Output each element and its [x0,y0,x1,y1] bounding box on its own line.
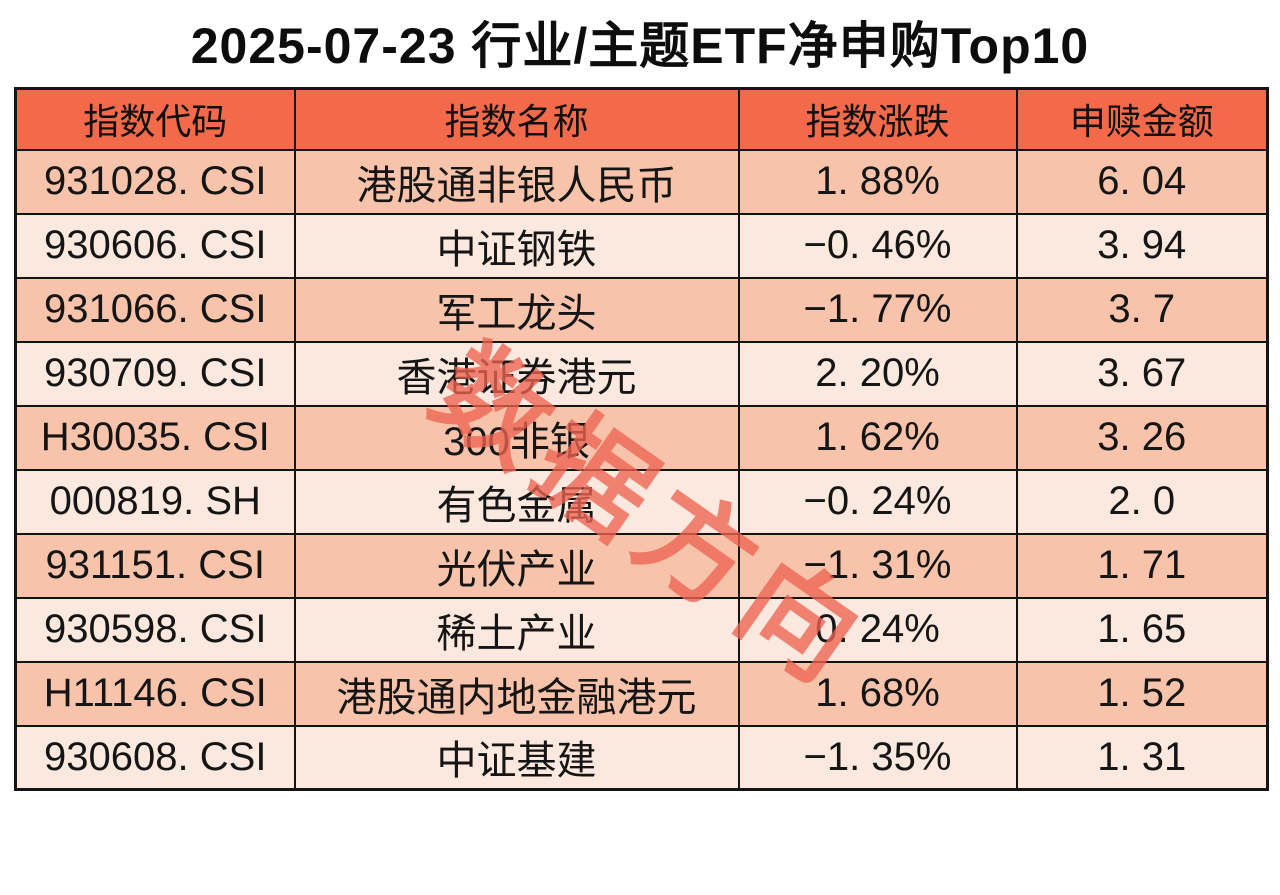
cell-index-change: −0. 24% [737,468,1018,535]
cell-amount: 1. 65 [1015,596,1269,663]
cell-amount: 1. 71 [1015,532,1269,599]
table-row: 931151. CSI 光伏产业 −1. 31% 1. 71 [14,532,1269,599]
cell-amount: 3. 26 [1015,404,1269,471]
cell-index-name: 中证基建 [293,724,740,791]
cell-index-change: 0. 24% [737,596,1018,663]
cell-index-code: 931028. CSI [14,148,296,215]
table-row: 930598. CSI 稀土产业 0. 24% 1. 65 [14,596,1269,663]
cell-index-change: −0. 46% [737,212,1018,279]
cell-index-code: 930608. CSI [14,724,296,791]
cell-index-name: 香港证券港元 [293,340,740,407]
cell-amount: 2. 0 [1015,468,1269,535]
cell-index-change: 2. 20% [737,340,1018,407]
table-row: H11146. CSI 港股通内地金融港元 1. 68% 1. 52 [14,660,1269,727]
cell-index-code: 930709. CSI [14,340,296,407]
page-title: 2025-07-23 行业/主题ETF净申购Top10 [190,18,1090,74]
header-amount: 申赎金额 [1015,87,1269,151]
cell-index-name: 中证钢铁 [293,212,740,279]
header-index-name: 指数名称 [293,87,740,151]
cell-amount: 3. 67 [1015,340,1269,407]
header-row: 指数代码 指数名称 指数涨跌 申赎金额 [14,87,1269,151]
cell-index-name: 光伏产业 [293,532,740,599]
cell-index-name: 港股通内地金融港元 [293,660,740,727]
cell-index-code: 931151. CSI [14,532,296,599]
cell-index-name: 港股通非银人民币 [293,148,740,215]
cell-index-code: 931066. CSI [14,276,296,343]
cell-index-code: H11146. CSI [14,660,296,727]
cell-amount: 3. 7 [1015,276,1269,343]
table-row: 931028. CSI 港股通非银人民币 1. 88% 6. 04 [14,148,1269,215]
cell-index-name: 有色金属 [293,468,740,535]
cell-index-name: 军工龙头 [293,276,740,343]
cell-amount: 1. 31 [1015,724,1269,791]
table-header: 指数代码 指数名称 指数涨跌 申赎金额 [14,87,1269,151]
table-row: 931066. CSI 军工龙头 −1. 77% 3. 7 [14,276,1269,343]
cell-index-name: 稀土产业 [293,596,740,663]
cell-index-change: −1. 77% [737,276,1018,343]
cell-amount: 3. 94 [1015,212,1269,279]
table-body: 931028. CSI 港股通非银人民币 1. 88% 6. 04 930606… [14,148,1269,791]
cell-index-change: 1. 88% [737,148,1018,215]
cell-index-name: 300非银 [293,404,740,471]
header-index-code: 指数代码 [14,87,296,151]
etf-net-subscription-table: 指数代码 指数名称 指数涨跌 申赎金额 931028. CSI 港股通非银人民币… [14,87,1269,791]
table-row: 930606. CSI 中证钢铁 −0. 46% 3. 94 [14,212,1269,279]
table-row: 930709. CSI 香港证券港元 2. 20% 3. 67 [14,340,1269,407]
etf-table-container: 指数代码 指数名称 指数涨跌 申赎金额 931028. CSI 港股通非银人民币… [14,87,1269,791]
table-row: 000819. SH 有色金属 −0. 24% 2. 0 [14,468,1269,535]
cell-index-code: 930606. CSI [14,212,296,279]
cell-index-change: −1. 31% [737,532,1018,599]
cell-amount: 1. 52 [1015,660,1269,727]
cell-index-code: H30035. CSI [14,404,296,471]
cell-index-code: 930598. CSI [14,596,296,663]
table-row: H30035. CSI 300非银 1. 62% 3. 26 [14,404,1269,471]
cell-index-change: 1. 62% [737,404,1018,471]
cell-index-code: 000819. SH [14,468,296,535]
table-row: 930608. CSI 中证基建 −1. 35% 1. 31 [14,724,1269,791]
cell-index-change: −1. 35% [737,724,1018,791]
cell-index-change: 1. 68% [737,660,1018,727]
header-index-change: 指数涨跌 [737,87,1018,151]
cell-amount: 6. 04 [1015,148,1269,215]
